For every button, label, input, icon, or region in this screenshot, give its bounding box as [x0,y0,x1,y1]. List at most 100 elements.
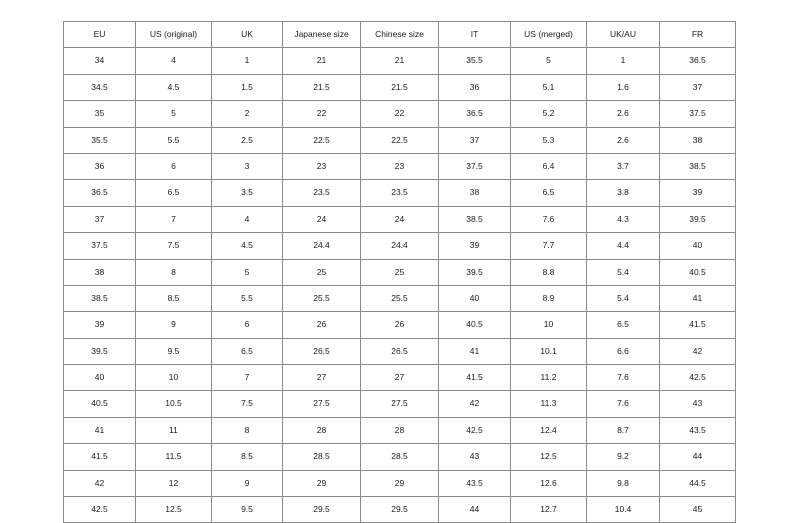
column-header: FR [659,20,736,49]
table-cell: 35.5 [438,47,511,75]
table-body: 34 4 1 21 21 35.5 5 1 36.5 34.5 4.5 1.5 21.5 21.5 36 5.… [63,47,736,523]
table-cell: 44 [438,496,511,523]
table-cell: 40 [438,284,511,313]
table-cell: 1 [586,47,660,75]
table-row: 40 10 7 27 27 41.5 11.2 7.6 42.5 [63,364,736,392]
table-cell: 43.5 [659,416,736,445]
table-cell: 7.6 [586,364,660,392]
table-cell: 5 [211,258,283,286]
table-cell: 29.5 [360,496,439,523]
table-cell: 6.5 [510,179,587,207]
table-cell: 2.5 [211,126,283,154]
table-cell: 43.5 [438,469,511,498]
table-cell: 27 [360,364,439,392]
table-cell: 12.6 [510,469,587,498]
table-cell: 7.6 [586,390,660,418]
table-cell: 23 [282,152,361,181]
table-cell: 7 [135,205,212,234]
table-cell: 26.5 [360,337,439,366]
table-cell: 41 [63,416,136,445]
table-cell: 9 [135,311,212,339]
table-cell: 38 [659,126,736,154]
table-cell: 35.5 [63,126,136,154]
table-cell: 39 [63,311,136,339]
table-cell: 4.4 [586,232,660,260]
table-cell: 36.5 [659,47,736,75]
page-canvas: EU US (original) UK Japanese size Chinese si… [63,20,736,523]
table-cell: 40 [659,232,736,260]
table-cell: 11 [135,416,212,445]
table-cell: 4.3 [586,205,660,234]
table-cell: 39 [438,232,511,260]
table-cell: 22.5 [360,126,439,154]
table-row: 39 9 6 26 26 40.5 10 6.5 41.5 [63,311,736,339]
table-cell: 6 [211,311,283,339]
table-cell: 8.9 [510,284,587,313]
table-cell: 6.5 [135,179,212,207]
table-cell: 28 [360,416,439,445]
table-cell: 6.4 [510,152,587,181]
table-cell: 6 [135,152,212,181]
table-cell: 38.5 [438,205,511,234]
table-cell: 28.5 [282,443,361,471]
table-cell: 7.6 [510,205,587,234]
table-cell: 8.5 [135,284,212,313]
table-cell: 12.5 [135,496,212,523]
column-header: US (merged) [510,20,587,49]
table-cell: 37 [63,205,136,234]
table-cell: 8 [211,416,283,445]
table-cell: 7.5 [135,232,212,260]
table-row: 39.5 9.5 6.5 26.5 26.5 41 10.1 6.6 42 [63,337,736,366]
table-cell: 26.5 [282,337,361,366]
table-cell: 9.5 [211,496,283,523]
table-cell: 26 [282,311,361,339]
table-cell: 38.5 [63,284,136,313]
table-cell: 21 [360,47,439,75]
table-cell: 3.8 [586,179,660,207]
table-cell: 44 [659,443,736,471]
table-header-row: EU US (original) UK Japanese size Chinese si… [63,20,736,49]
table-cell: 10.4 [586,496,660,523]
table-cell: 41.5 [438,364,511,392]
table-row: 34 4 1 21 21 35.5 5 1 36.5 [63,47,736,75]
table-cell: 42 [63,469,136,498]
table-row: 38 8 5 25 25 39.5 8.8 5.4 40.5 [63,258,736,286]
table-cell: 25.5 [360,284,439,313]
table-cell: 45 [659,496,736,523]
table-cell: 2 [211,100,283,128]
table-cell: 4.5 [211,232,283,260]
table-cell: 22.5 [282,126,361,154]
table-cell: 25 [282,258,361,286]
table-cell: 6.6 [586,337,660,366]
table-row: 41.5 11.5 8.5 28.5 28.5 43 12.5 9.2 44 [63,443,736,471]
table-row: 42 12 9 29 29 43.5 12.6 9.8 44.5 [63,469,736,498]
column-header: EU [63,20,136,49]
column-header: UK [211,20,283,49]
table-cell: 7 [211,364,283,392]
table-row: 36 6 3 23 23 37.5 6.4 3.7 38.5 [63,152,736,181]
table-cell: 9 [211,469,283,498]
table-cell: 38.5 [659,152,736,181]
table-cell: 36 [63,152,136,181]
table-cell: 21.5 [282,73,361,102]
table-cell: 9.2 [586,443,660,471]
table-cell: 34 [63,47,136,75]
table-cell: 5.4 [586,258,660,286]
table-cell: 38 [63,258,136,286]
table-cell: 24 [282,205,361,234]
table-cell: 40.5 [438,311,511,339]
table-cell: 2.6 [586,126,660,154]
table-cell: 28.5 [360,443,439,471]
table-cell: 36.5 [438,100,511,128]
table-cell: 21.5 [360,73,439,102]
table-cell: 11.3 [510,390,587,418]
table-cell: 12.4 [510,416,587,445]
table-cell: 21 [282,47,361,75]
table-cell: 9.5 [135,337,212,366]
table-cell: 28 [282,416,361,445]
table-cell: 7.5 [211,390,283,418]
table-cell: 10.5 [135,390,212,418]
table-cell: 39.5 [438,258,511,286]
column-header: Japanese size [282,20,361,49]
table-row: 35 5 2 22 22 36.5 5.2 2.6 37.5 [63,100,736,128]
